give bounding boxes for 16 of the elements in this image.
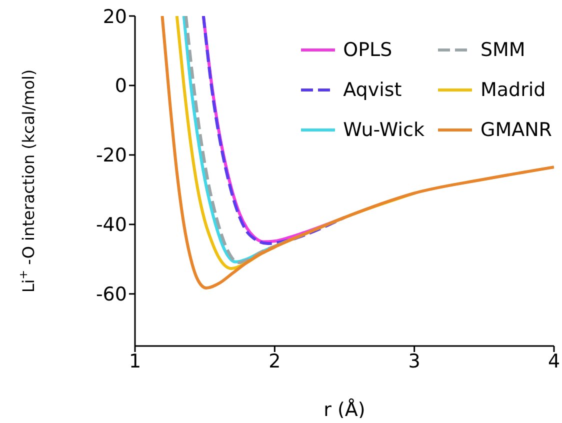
y-tick-label: -20 (96, 144, 127, 167)
y-tick-label: -40 (96, 214, 127, 236)
legend-label: Wu-Wick (343, 119, 424, 141)
legend-label: GMANR (480, 119, 552, 141)
x-tick-label: 3 (408, 350, 420, 372)
legend-label: OPLS (343, 39, 392, 61)
y-tick-label: 20 (102, 6, 127, 28)
x-tick-label: 2 (268, 350, 281, 372)
legend-label: Madrid (480, 79, 546, 101)
x-tick-label: 4 (548, 350, 560, 372)
legend-label: Aqvist (343, 79, 402, 101)
x-tick-label: 1 (128, 350, 142, 372)
y-tick-label: -60 (96, 284, 127, 306)
legend-label: SMM (480, 39, 526, 61)
y-tick-label: 0 (114, 75, 127, 98)
line-series (160, 16, 554, 290)
